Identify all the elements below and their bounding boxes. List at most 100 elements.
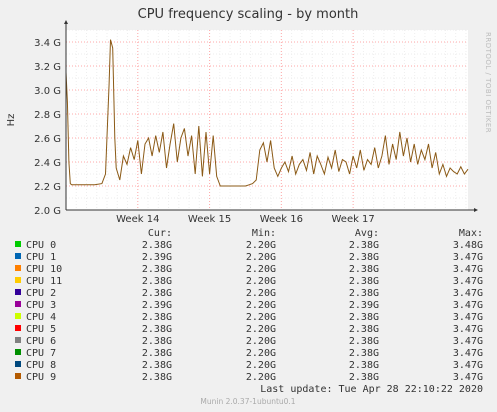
munin-version: Munin 2.0.37-1ubuntu0.1 <box>200 397 295 406</box>
y-tick-label: 2.0 G <box>34 206 61 217</box>
y-tick-label: 2.8 G <box>34 110 61 121</box>
legend-cur: 2.38G <box>142 360 172 371</box>
legend-avg: 2.38G <box>349 276 379 287</box>
x-tick-label: Week 15 <box>188 214 231 225</box>
legend-swatch <box>15 277 21 283</box>
legend-cur: 2.38G <box>142 348 172 359</box>
legend-max: 3.47G <box>453 252 483 263</box>
legend-row: CPU 9 2.38G 2.20G 2.38G 3.47G <box>15 372 483 383</box>
legend-swatch <box>15 313 21 319</box>
legend-swatch <box>15 337 21 343</box>
legend: CPU 0 2.38G 2.20G 2.38G 3.48G CPU 1 2.39G 2.20G… <box>15 240 483 383</box>
legend-header-avg: Avg: <box>355 228 379 239</box>
legend-headers: Cur: Min: Avg: Max: <box>148 228 483 239</box>
legend-row: CPU 8 2.38G 2.20G 2.38G 3.47G <box>15 360 483 371</box>
legend-max: 3.47G <box>453 348 483 359</box>
series-lines <box>65 39 469 187</box>
legend-min: 2.20G <box>246 288 276 299</box>
last-update: Last update: Tue Apr 28 22:10:22 2020 <box>260 384 483 395</box>
legend-max: 3.47G <box>453 264 483 275</box>
y-axis-label: Hz <box>6 114 17 127</box>
axes <box>64 20 478 212</box>
legend-cur: 2.38G <box>142 240 172 251</box>
legend-avg: 2.38G <box>349 324 379 335</box>
y-tick-label: 3.2 G <box>34 62 61 73</box>
legend-row: CPU 11 2.38G 2.20G 2.38G 3.47G <box>15 276 483 287</box>
rrdtool-watermark: RRDTOOL / TOBI OETIKER <box>484 32 492 133</box>
legend-swatch <box>15 349 21 355</box>
chart-title: CPU frequency scaling - by month <box>138 7 359 22</box>
legend-cur: 2.38G <box>142 264 172 275</box>
y-tick-label: 3.0 G <box>34 86 61 97</box>
legend-row: CPU 7 2.38G 2.20G 2.38G 3.47G <box>15 348 483 359</box>
legend-max: 3.47G <box>453 324 483 335</box>
legend-max: 3.47G <box>453 312 483 323</box>
legend-avg: 2.38G <box>349 372 379 383</box>
legend-max: 3.47G <box>453 300 483 311</box>
legend-min: 2.20G <box>246 348 276 359</box>
legend-avg: 2.38G <box>349 348 379 359</box>
legend-avg: 2.38G <box>349 312 379 323</box>
legend-swatch <box>15 373 21 379</box>
x-tick-label: Week 14 <box>116 214 159 225</box>
legend-row: CPU 1 2.39G 2.20G 2.38G 3.47G <box>15 252 483 263</box>
legend-min: 2.20G <box>246 300 276 311</box>
legend-cur: 2.38G <box>142 288 172 299</box>
legend-min: 2.20G <box>246 372 276 383</box>
legend-name: CPU 6 <box>26 336 56 347</box>
legend-avg: 2.38G <box>349 336 379 347</box>
legend-min: 2.20G <box>246 324 276 335</box>
legend-min: 2.20G <box>246 360 276 371</box>
legend-row: CPU 6 2.38G 2.20G 2.38G 3.47G <box>15 336 483 347</box>
y-axis-arrow <box>64 20 68 24</box>
legend-swatch <box>15 265 21 271</box>
legend-row: CPU 3 2.39G 2.20G 2.39G 3.47G <box>15 300 483 311</box>
legend-cur: 2.38G <box>142 312 172 323</box>
legend-header-max: Max: <box>459 228 483 239</box>
legend-name: CPU 7 <box>26 348 56 359</box>
y-tick-label: 2.6 G <box>34 134 61 145</box>
x-axis-arrow <box>474 208 478 212</box>
tick-labels: 2.0 G 2.2 G 2.4 G 2.6 G 2.8 G 3.0 G 3.2 G 3.4 G… <box>34 38 375 225</box>
legend-max: 3.47G <box>453 336 483 347</box>
legend-row: CPU 10 2.38G 2.20G 2.38G 3.47G <box>15 264 483 275</box>
legend-avg: 2.38G <box>349 252 379 263</box>
legend-name: CPU 5 <box>26 324 56 335</box>
legend-name: CPU 0 <box>26 240 56 251</box>
legend-avg: 2.38G <box>349 288 379 299</box>
legend-name: CPU 2 <box>26 288 56 299</box>
legend-max: 3.47G <box>453 360 483 371</box>
legend-avg: 2.38G <box>349 240 379 251</box>
legend-min: 2.20G <box>246 336 276 347</box>
legend-swatch <box>15 253 21 259</box>
legend-header-cur: Cur: <box>148 228 172 239</box>
legend-min: 2.20G <box>246 276 276 287</box>
grid <box>65 29 468 211</box>
x-tick-label: Week 16 <box>260 214 303 225</box>
plot-area <box>66 30 468 210</box>
legend-row: CPU 4 2.38G 2.20G 2.38G 3.47G <box>15 312 483 323</box>
legend-min: 2.20G <box>246 264 276 275</box>
legend-name: CPU 10 <box>26 264 62 275</box>
legend-swatch <box>15 241 21 247</box>
legend-avg: 2.39G <box>349 300 379 311</box>
legend-swatch <box>15 361 21 367</box>
legend-name: CPU 8 <box>26 360 56 371</box>
legend-cur: 2.38G <box>142 324 172 335</box>
legend-avg: 2.38G <box>349 360 379 371</box>
legend-max: 3.47G <box>453 288 483 299</box>
y-tick-label: 2.2 G <box>34 182 61 193</box>
legend-swatch <box>15 301 21 307</box>
legend-avg: 2.38G <box>349 264 379 275</box>
y-tick-label: 3.4 G <box>34 38 61 49</box>
legend-header-min: Min: <box>252 228 276 239</box>
legend-row: CPU 2 2.38G 2.20G 2.38G 3.47G <box>15 288 483 299</box>
legend-row: CPU 5 2.38G 2.20G 2.38G 3.47G <box>15 324 483 335</box>
legend-swatch <box>15 289 21 295</box>
legend-cur: 2.38G <box>142 372 172 383</box>
legend-cur: 2.39G <box>142 300 172 311</box>
legend-cur: 2.38G <box>142 276 172 287</box>
legend-name: CPU 4 <box>26 312 56 323</box>
legend-cur: 2.38G <box>142 336 172 347</box>
